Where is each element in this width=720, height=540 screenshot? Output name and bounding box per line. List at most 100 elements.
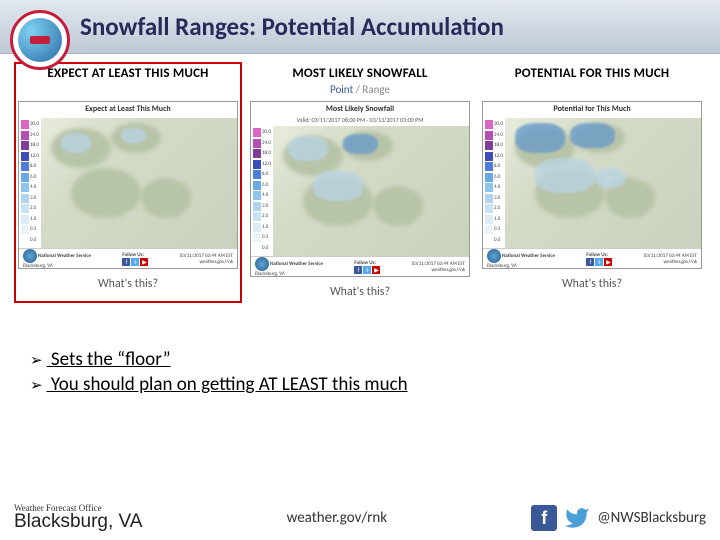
map-timestamp: 03/11/2017 03:44 AM ESTweather.gov/rnk	[180, 253, 233, 265]
map-follow: Follow Us: ft▶	[354, 260, 380, 274]
legend: 30.024.018.012.08.06.04.03.02.01.00.10.0	[251, 126, 273, 256]
legend-value: 0.1	[262, 235, 268, 240]
whats-this-link[interactable]: What's this?	[18, 277, 238, 291]
panels-row: EXPECT AT LEAST THIS MUCHExpect at Least…	[18, 66, 702, 299]
legend-row: 3.0	[485, 194, 503, 203]
legend-value: 4.0	[262, 193, 268, 198]
legend-row: 18.0	[21, 141, 39, 150]
legend-swatch	[253, 233, 261, 242]
legend-value: 2.0	[494, 206, 500, 211]
bullet-text: You should plan on getting AT LEAST this…	[47, 373, 408, 396]
legend-row: 0.0	[485, 236, 503, 245]
twitter-icon[interactable]	[563, 504, 591, 532]
noaa-badge-icon	[487, 249, 501, 263]
legend-row: 6.0	[485, 173, 503, 182]
legend-value: 30.0	[494, 122, 503, 127]
legend-row: 24.0	[253, 139, 271, 148]
map-title: Potential for This Much	[483, 102, 701, 116]
legend-value: 18.0	[30, 143, 39, 148]
map-footer: National Weather ServiceBlacksburg, VAFo…	[251, 256, 469, 276]
legend-value: 30.0	[30, 122, 39, 127]
legend-value: 18.0	[262, 151, 271, 156]
panel-subtitle	[18, 83, 238, 97]
panel-subtitle: Point / Range	[250, 83, 470, 97]
twitter-handle: @NWSBlacksburg	[597, 509, 706, 527]
legend-value: 6.0	[30, 175, 36, 180]
bullets-block: ➢ Sets the “floor”➢ You should plan on g…	[30, 348, 690, 398]
legend-swatch	[253, 149, 261, 158]
legend-value: 12.0	[262, 162, 271, 167]
legend-swatch	[253, 160, 261, 169]
legend-value: 4.0	[494, 185, 500, 190]
legend-swatch	[485, 173, 493, 182]
fb-tiny-icon: f	[122, 258, 130, 266]
logo-wing	[30, 36, 50, 44]
legend-value: 2.0	[262, 214, 268, 219]
legend-swatch	[253, 202, 261, 211]
map-card: Expect at Least This Much30.024.018.012.…	[18, 101, 238, 269]
legend-value: 1.0	[262, 225, 268, 230]
legend-swatch	[253, 139, 261, 148]
legend-row: 24.0	[21, 131, 39, 140]
legend-value: 0.1	[30, 227, 36, 232]
map-body: 30.024.018.012.08.06.04.03.02.01.00.10.0	[251, 126, 469, 256]
tw-tiny-icon: t	[595, 258, 603, 266]
legend-row: 1.0	[253, 223, 271, 232]
yt-tiny-icon: ▶	[604, 258, 612, 266]
map-timestamp: 03/11/2017 03:44 AM ESTweather.gov/rnk	[644, 253, 697, 265]
legend-value: 1.0	[494, 217, 500, 222]
legend-row: 8.0	[21, 162, 39, 171]
fb-tiny-icon: f	[586, 258, 594, 266]
legend-swatch	[485, 162, 493, 171]
legend-swatch	[485, 120, 493, 129]
legend-value: 6.0	[494, 175, 500, 180]
legend-row: 0.1	[21, 225, 39, 234]
legend-row: 4.0	[21, 183, 39, 192]
legend-swatch	[253, 191, 261, 200]
legend: 30.024.018.012.08.06.04.03.02.01.00.10.0	[19, 118, 41, 248]
facebook-icon[interactable]: f	[531, 505, 557, 531]
slide-title: Snowfall Ranges: Potential Accumulation	[80, 11, 504, 42]
legend-value: 0.1	[494, 227, 500, 232]
map-follow: Follow Us: ft▶	[122, 252, 148, 266]
legend-row: 12.0	[21, 152, 39, 161]
legend-swatch	[21, 204, 29, 213]
legend-swatch	[21, 194, 29, 203]
legend-swatch	[253, 244, 261, 253]
legend-swatch	[485, 141, 493, 150]
legend-swatch	[21, 215, 29, 224]
whats-this-link[interactable]: What's this?	[250, 285, 470, 299]
legend-value: 24.0	[494, 133, 503, 138]
legend-swatch	[21, 131, 29, 140]
legend-swatch	[21, 120, 29, 129]
legend-row: 8.0	[485, 162, 503, 171]
legend-swatch	[21, 225, 29, 234]
legend-swatch	[253, 170, 261, 179]
tw-tiny-icon: t	[363, 266, 371, 274]
legend-value: 30.0	[262, 130, 271, 135]
legend-row: 4.0	[253, 191, 271, 200]
legend-swatch	[485, 152, 493, 161]
legend-swatch	[485, 131, 493, 140]
legend-row: 12.0	[485, 152, 503, 161]
whats-this-link[interactable]: What's this?	[482, 277, 702, 291]
legend-swatch	[485, 215, 493, 224]
legend-row: 30.0	[21, 120, 39, 129]
legend-swatch	[485, 183, 493, 192]
legend-value: 24.0	[30, 133, 39, 138]
legend-row: 1.0	[485, 215, 503, 224]
bullet-arrow-icon: ➢	[30, 351, 43, 370]
header-bar: Snowfall Ranges: Potential Accumulation	[0, 0, 720, 54]
map-body: 30.024.018.012.08.06.04.03.02.01.00.10.0	[19, 118, 237, 248]
office-city: Blacksburg, VA	[14, 511, 142, 533]
bullet-text: Sets the “floor”	[47, 348, 171, 371]
map-area	[273, 126, 469, 256]
legend-swatch	[21, 173, 29, 182]
noaa-globe	[18, 18, 62, 62]
legend-value: 1.0	[30, 217, 36, 222]
legend-value: 3.0	[494, 196, 500, 201]
legend-row: 1.0	[21, 215, 39, 224]
legend-swatch	[485, 225, 493, 234]
legend-value: 8.0	[30, 164, 36, 169]
legend-row: 6.0	[253, 181, 271, 190]
